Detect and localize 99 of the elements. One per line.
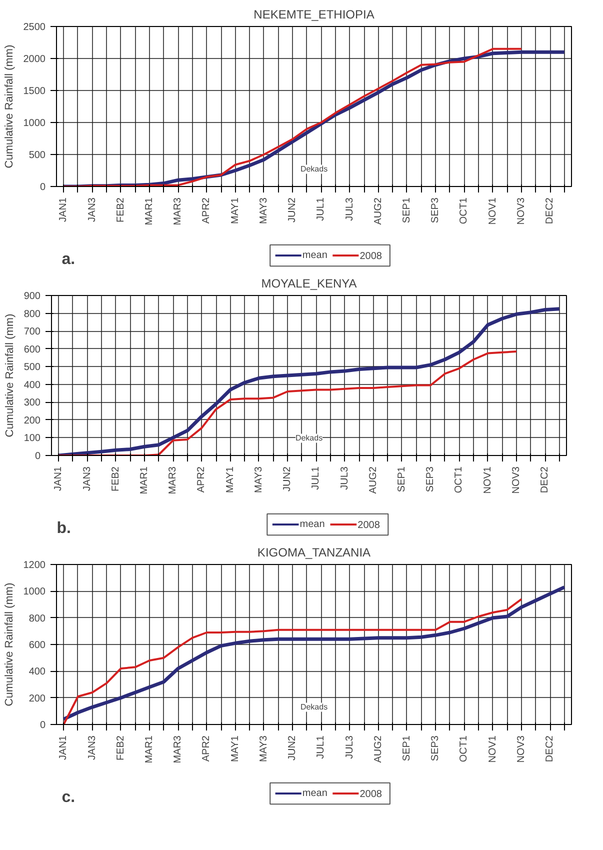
x-tick-label: AUG2 (368, 466, 379, 494)
text: c. (62, 789, 76, 806)
line-series (62, 585, 566, 721)
y-tick-label: 2500 (23, 22, 46, 33)
y-tick-label: 500 (28, 150, 46, 161)
chart-title: KIGOMA_TANZANIA (257, 546, 371, 560)
x-tick-label: JAN1 (58, 197, 70, 222)
x-tick-label: FEB2 (110, 466, 122, 492)
y-tick-label: 1000 (23, 586, 46, 598)
x-tick-label: JAN3 (86, 197, 98, 222)
x-tick-label: DEC2 (540, 466, 551, 494)
x-tick-label: MAY3 (253, 466, 264, 493)
x-tick-label: JAN3 (86, 735, 98, 760)
x-tick-label: FEB2 (115, 197, 126, 223)
legend-label: mean (302, 250, 328, 261)
line-series (58, 350, 518, 456)
y-tick-label: 900 (24, 291, 41, 302)
legend-label: mean (302, 788, 328, 799)
chart-title: NEKEMTE_ETHIOPIA (254, 8, 374, 22)
y-tick-label: 0 (40, 720, 46, 731)
y-tick-label: 1000 (23, 118, 46, 129)
x-tick-label: MAR1 (138, 466, 150, 494)
x-tick-label: MAR1 (144, 197, 155, 226)
x-tick-label: MAR3 (172, 197, 184, 226)
x-tick-label: JAN1 (58, 735, 70, 760)
x-tick-label: AUG2 (372, 197, 384, 225)
x-tick-label: AUG2 (372, 735, 384, 763)
x-tick-label: SEP1 (401, 197, 412, 224)
text: b. (56, 520, 71, 538)
y-tick-label: 200 (24, 415, 41, 426)
x-tick-label: JUL1 (316, 735, 327, 759)
x-tick-label: SEP1 (396, 466, 408, 492)
x-tick-label: MAR1 (144, 735, 155, 764)
text: a. (62, 251, 76, 268)
x-tick-label: FEB2 (115, 735, 126, 761)
x-tick-label: JAN1 (53, 466, 64, 491)
x-tick-label: NOV1 (482, 466, 494, 494)
y-axis-title: Cumulative Rainfall (mm) (3, 582, 16, 706)
y-tick-label: 2000 (23, 54, 46, 65)
y-tick-label: 1200 (23, 560, 46, 571)
x-tick-label: MAY1 (224, 466, 236, 493)
x-tick-label: NOV3 (516, 197, 527, 225)
chart-title: MOYALE_KENYA (261, 276, 357, 290)
x-tick-label: SEP3 (430, 197, 442, 224)
y-tick-label: 800 (28, 613, 46, 624)
x-tick-label: NOV3 (510, 466, 522, 494)
y-tick-label: 0 (34, 451, 41, 462)
x-tick-label: APR2 (201, 735, 212, 762)
x-tick-label: SEP3 (425, 466, 436, 492)
y-tick-label: 200 (28, 693, 46, 704)
x-tick-label: APR2 (196, 466, 208, 493)
y-tick-label: 600 (24, 344, 41, 356)
y-axis-title: Cumulative Rainfall (mm) (4, 314, 16, 438)
x-tick-label: JUN2 (287, 735, 298, 761)
y-tick-label: 500 (24, 362, 41, 374)
x-tick-label: NOV1 (487, 735, 498, 763)
y-tick-label: 400 (28, 666, 46, 678)
x-tick-label: JUL1 (316, 197, 327, 221)
x-tick-label: MAY3 (258, 197, 270, 224)
y-tick-label: 700 (24, 326, 41, 338)
legend-label: mean (300, 519, 325, 530)
y-tick-label: 800 (24, 308, 41, 320)
x-tick-label: APR2 (201, 197, 212, 224)
x-tick-label: SEP1 (401, 735, 412, 762)
x-tick-label: JUN2 (282, 466, 294, 492)
x-tick-label: OCT1 (454, 466, 465, 494)
x-axis-title: Dekads (300, 702, 328, 712)
line-series (56, 307, 562, 456)
x-tick-label: DEC2 (544, 735, 556, 762)
x-tick-label: MAY1 (230, 197, 241, 224)
x-tick-label: JAN3 (82, 466, 93, 491)
line-series (62, 598, 522, 724)
x-tick-label: JUL3 (339, 466, 350, 490)
x-tick-label: JUL3 (344, 735, 356, 759)
x-axis-title: Dekads (295, 434, 323, 443)
x-tick-label: NOV3 (516, 735, 527, 763)
x-tick-label: MAY3 (258, 735, 270, 762)
x-axis-title: Dekads (300, 164, 328, 174)
x-tick-label: MAR3 (168, 466, 179, 494)
y-axis-title: Cumulative Rainfall (mm) (3, 44, 16, 168)
x-tick-label: NOV1 (487, 197, 498, 225)
x-tick-label: DEC2 (544, 197, 556, 224)
legend-label: 2008 (360, 789, 382, 800)
y-tick-label: 1500 (23, 86, 46, 97)
x-tick-label: JUN2 (287, 197, 298, 223)
y-tick-label: 300 (24, 398, 41, 409)
x-tick-label: OCT1 (458, 735, 470, 762)
x-tick-label: SEP3 (430, 735, 442, 762)
x-tick-label: JUL1 (310, 466, 322, 490)
y-tick-label: 600 (28, 640, 46, 651)
y-tick-label: 100 (24, 433, 41, 444)
y-tick-label: 400 (24, 380, 41, 391)
y-tick-label: 0 (40, 182, 46, 193)
x-tick-label: JUL3 (344, 197, 356, 221)
x-tick-label: OCT1 (458, 197, 470, 224)
x-tick-label: MAY1 (230, 735, 241, 762)
legend-label: 2008 (358, 520, 380, 531)
x-tick-label: MAR3 (172, 735, 184, 764)
legend-label: 2008 (360, 251, 382, 262)
